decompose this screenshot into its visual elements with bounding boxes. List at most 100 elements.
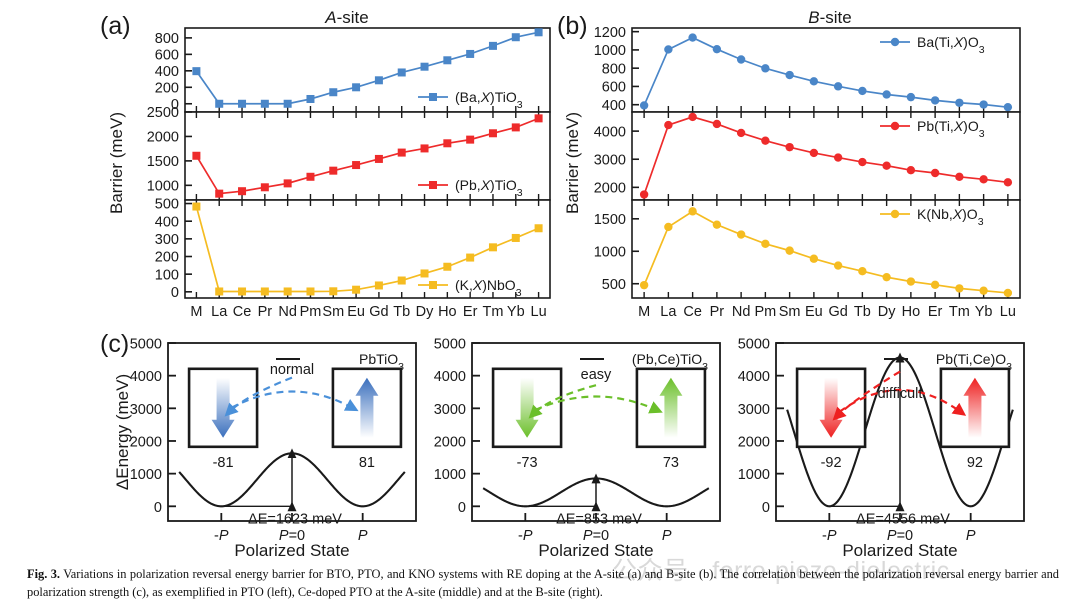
data-point bbox=[260, 183, 269, 192]
polarization-arrow-icon bbox=[963, 377, 987, 438]
data-point bbox=[352, 83, 361, 92]
x-category-label: Sm bbox=[322, 304, 344, 320]
y-tick-label: 0 bbox=[762, 500, 770, 516]
legend-marker bbox=[890, 209, 900, 219]
data-line bbox=[643, 210, 1008, 294]
data-line bbox=[195, 117, 539, 195]
y-tick-label: 5000 bbox=[738, 337, 770, 353]
x-category-label: Tm bbox=[483, 304, 504, 320]
y-tick-label: 200 bbox=[155, 80, 179, 96]
data-point bbox=[397, 68, 406, 77]
data-point bbox=[420, 269, 429, 278]
x-category-label: La bbox=[660, 304, 677, 320]
legend-label: (Ba,X)TiO3 bbox=[455, 89, 523, 111]
y-tick-label: 4000 bbox=[738, 369, 770, 385]
data-point bbox=[443, 262, 452, 271]
y-tick-label: 0 bbox=[458, 500, 466, 516]
data-point bbox=[192, 151, 201, 160]
data-point bbox=[688, 207, 697, 216]
data-point bbox=[809, 148, 819, 158]
data-point bbox=[736, 230, 746, 239]
x-category-label: Ho bbox=[438, 304, 457, 320]
chart-c-left: 0 1000 2000 3000 4000 5000 -P P=0 P ΔE=1623 meV Pb… bbox=[130, 337, 417, 544]
x-tick-label: -P bbox=[822, 528, 837, 544]
y-tick-label: 1500 bbox=[594, 212, 626, 228]
y-tick-label: 400 bbox=[602, 98, 626, 114]
figure-canvas: (a) A-site0200400600800(Ba,X)TiO310001500… bbox=[100, 8, 1025, 560]
data-point bbox=[443, 139, 452, 148]
data-line bbox=[195, 31, 539, 105]
data-point bbox=[352, 161, 361, 170]
data-point bbox=[785, 246, 794, 255]
y-tick-label: 1000 bbox=[594, 43, 626, 59]
data-point bbox=[511, 123, 520, 132]
y-tick-label: 0 bbox=[171, 285, 179, 301]
x-category-label: Yb bbox=[975, 304, 993, 320]
panel-a-ylabel: Barrier (meV) bbox=[107, 112, 126, 214]
data-point bbox=[930, 168, 940, 178]
x-category-label: Gd bbox=[369, 304, 388, 320]
data-point bbox=[374, 281, 383, 290]
data-point bbox=[397, 276, 406, 285]
panel-a-title: A-site bbox=[324, 8, 368, 27]
data-point bbox=[712, 44, 722, 54]
x-category-label: Eu bbox=[805, 304, 823, 320]
polarization-value: 92 bbox=[967, 455, 983, 471]
barrier-label: ΔE=1623 meV bbox=[248, 511, 342, 527]
data-point bbox=[639, 190, 649, 199]
data-point bbox=[1003, 288, 1013, 298]
y-tick-label: 800 bbox=[155, 31, 179, 47]
data-point bbox=[283, 99, 292, 108]
data-point bbox=[283, 179, 292, 188]
plot-frame bbox=[631, 27, 1021, 113]
data-point bbox=[192, 202, 201, 211]
data-point bbox=[736, 55, 746, 64]
data-point bbox=[858, 157, 867, 167]
x-tick-label: P bbox=[662, 528, 672, 544]
polarization-value: -81 bbox=[213, 455, 234, 471]
y-tick-label: 4000 bbox=[594, 124, 626, 140]
legend-marker bbox=[429, 93, 437, 101]
barrier-label: ΔE=4556 meV bbox=[856, 511, 950, 527]
x-category-label: Gd bbox=[828, 304, 847, 320]
x-category-label: Tm bbox=[949, 304, 970, 320]
polarization-value: -92 bbox=[821, 455, 842, 471]
y-tick-label: 600 bbox=[602, 80, 626, 96]
y-tick-label: 4000 bbox=[434, 369, 466, 385]
x-tick-label: P=0 bbox=[279, 528, 305, 544]
x-category-label: Tb bbox=[854, 304, 871, 320]
x-tick-label: P=0 bbox=[583, 528, 609, 544]
x-category-label: Pr bbox=[258, 304, 273, 320]
caption-text: Variations in polarization reversal ener… bbox=[27, 567, 1059, 599]
data-point bbox=[955, 98, 964, 107]
x-category-label: Lu bbox=[1000, 304, 1016, 320]
chart-b-bot: 500 1000 1500 M La Ce Pr Nd Pm Sm Eu Gd Tb Dy Ho Er Tm Yb… bbox=[594, 199, 1021, 320]
data-point bbox=[488, 129, 497, 138]
y-tick-label: 500 bbox=[155, 197, 179, 213]
transition-arc-left bbox=[528, 384, 597, 419]
data-point bbox=[420, 144, 429, 153]
data-point bbox=[882, 161, 891, 170]
y-tick-label: 1000 bbox=[147, 179, 179, 195]
data-point bbox=[979, 286, 988, 295]
data-point bbox=[785, 142, 794, 152]
y-tick-label: 2000 bbox=[147, 130, 179, 146]
data-point bbox=[511, 233, 520, 242]
panel-b-ylabel: Barrier (meV) bbox=[563, 112, 582, 214]
polarization-value: 81 bbox=[359, 455, 375, 471]
data-point bbox=[809, 254, 819, 263]
data-point bbox=[688, 33, 697, 42]
transition-arc bbox=[534, 395, 663, 414]
x-category-label: Pm bbox=[300, 304, 322, 320]
barrier-label: ΔE=853 meV bbox=[556, 511, 642, 527]
plot-frame bbox=[184, 111, 551, 201]
data-point bbox=[238, 287, 247, 296]
legend-marker bbox=[429, 181, 437, 189]
data-point bbox=[238, 99, 247, 108]
data-point bbox=[833, 153, 843, 162]
data-point bbox=[761, 64, 770, 73]
y-tick-label: 500 bbox=[602, 277, 626, 293]
polarization-value: -73 bbox=[517, 455, 538, 471]
panel-c-ylabel: ΔEnergy (meV) bbox=[113, 374, 132, 490]
